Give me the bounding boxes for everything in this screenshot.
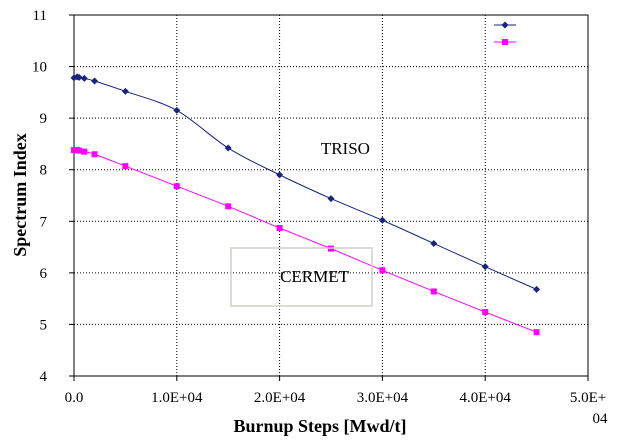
data-point: [91, 151, 98, 158]
grid: [74, 15, 588, 376]
data-point: [482, 309, 489, 316]
series-1: [70, 73, 541, 293]
y-axis-title: Spectrum Index: [10, 133, 30, 257]
data-point: [173, 106, 181, 114]
data-point: [533, 285, 541, 293]
data-point: [327, 195, 335, 203]
ticks: 0.0 1.0E+04 2.0E+04 3.0E+04 4.0E+04 5.0E+ 04 4 5…: [32, 8, 608, 427]
y-tick-label: 10: [32, 60, 47, 76]
data-point: [71, 147, 77, 154]
data-point: [224, 144, 232, 152]
annotation-label: CERMET: [280, 267, 350, 286]
data-point: [173, 183, 180, 190]
data-point: [533, 329, 540, 336]
data-point: [276, 171, 284, 179]
annotation-box: [230, 247, 373, 307]
y-tick-label: 6: [40, 266, 48, 282]
x-tick-label: 04: [593, 411, 609, 427]
annotation-label: TRISO: [321, 139, 370, 158]
x-tick-label: 5.0E+: [570, 390, 606, 406]
data-point: [276, 224, 283, 231]
data-point: [81, 148, 88, 155]
x-tick-label: 0.0: [65, 390, 84, 406]
x-axis-title: Burnup Steps [Mwd/t]: [233, 416, 406, 436]
series-2: [71, 147, 540, 336]
data-point: [121, 87, 129, 95]
x-tick-label: 3.0E+04: [357, 390, 409, 406]
x-tick-label: 1.0E+04: [151, 390, 203, 406]
legend-entry-2: [494, 39, 516, 45]
y-tick-label: 11: [33, 8, 47, 24]
y-tick-label: 8: [40, 163, 48, 179]
legend: [494, 21, 516, 45]
y-tick-label: 9: [40, 111, 48, 127]
data-point: [75, 73, 83, 81]
data-point: [481, 263, 489, 271]
y-tick-label: 4: [40, 369, 48, 385]
annotations: TRISO CERMET: [280, 139, 370, 286]
data-point: [430, 288, 437, 295]
data-point: [76, 147, 83, 154]
data-point: [430, 239, 438, 247]
data-point: [122, 163, 129, 170]
data-point: [91, 77, 99, 85]
legend-marker: [502, 39, 508, 45]
data-point: [80, 74, 88, 82]
legend-marker: [501, 21, 509, 29]
x-tick-label: 2.0E+04: [254, 390, 306, 406]
data-point: [379, 267, 386, 274]
y-tick-label: 5: [40, 317, 48, 333]
y-tick-label: 7: [40, 214, 48, 230]
series-layer: [70, 73, 541, 336]
legend-entry-1: [494, 21, 516, 29]
x-tick-label: 4.0E+04: [460, 390, 512, 406]
data-point: [378, 216, 386, 224]
data-point: [225, 203, 232, 210]
